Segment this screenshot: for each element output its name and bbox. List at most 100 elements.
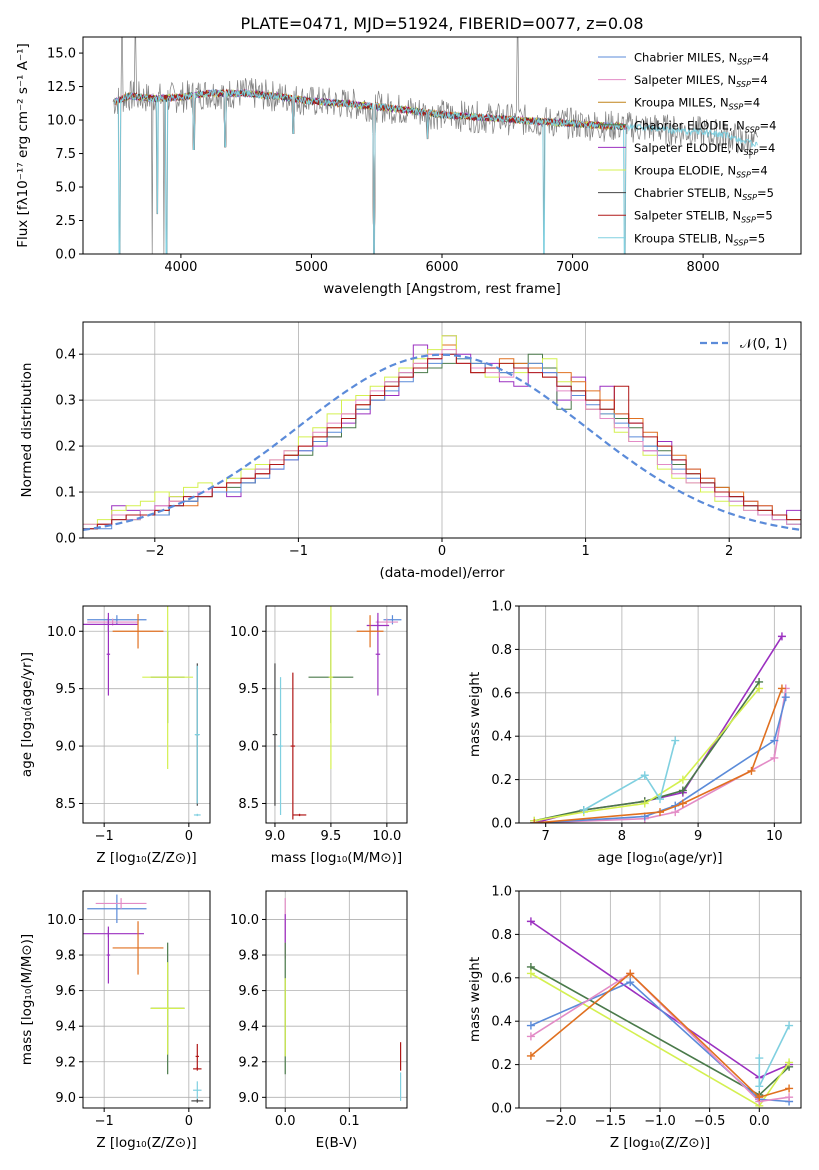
plus-marker: [755, 1093, 764, 1102]
y-tick-label: 10.0: [47, 625, 76, 640]
legend-text: Chabrier STELIB, N: [634, 186, 742, 200]
x-tick-label: −1: [95, 829, 114, 844]
plus-marker: [777, 684, 786, 693]
legend-subscript: SSP: [744, 148, 759, 157]
y-tick-label: 5.0: [55, 181, 76, 196]
histogram-series-salpeter_stelib: [83, 353, 801, 530]
y-tick-label: 10.0: [47, 114, 76, 129]
plus-marker: [526, 1051, 535, 1060]
line-series-orange: [530, 972, 790, 1099]
axes-age_vs_mass: 9.0 9.5 10.0 8.5 9.0 9.5 10.0 mass [log₁₀(M/M⊙)…: [230, 605, 408, 866]
legend-label: Chabrier ELODIE, NSSP=4: [634, 118, 776, 134]
plus-marker: [755, 1054, 764, 1063]
y-tick-label: 1.0: [491, 885, 512, 900]
legend-label: Chabrier STELIB, NSSP=5: [634, 186, 774, 202]
y-tick-label: 10.0: [230, 913, 259, 928]
y-tick-label: 9.8: [238, 949, 259, 964]
legend-label: Kroupa MILES, NSSP=4: [634, 96, 760, 112]
legend-text: Salpeter STELIB, N: [634, 209, 741, 223]
legend-tail: =4: [743, 96, 760, 110]
histogram-series-chabrier_elodie: [83, 353, 801, 530]
x-axis-label: E(B-V): [316, 1135, 358, 1151]
legend-tail: =4: [751, 73, 768, 87]
plot-area: [83, 894, 204, 1103]
axes-age_vs_Z: −1 0 8.5 9.0 9.5 10.0 Z [log₁₀(Z/Z⊙)] age [log₁…: [19, 605, 211, 866]
legend-subscript: SSP: [741, 216, 756, 225]
y-tick-label: 9.5: [238, 682, 259, 697]
line-series-kroupa_stelib: [758, 1025, 790, 1087]
legend-subscript: SSP: [742, 193, 757, 202]
plot-area: [526, 917, 794, 1108]
y-axis-label: mass [log₁₀(M/M⊙)]: [19, 934, 35, 1065]
y-tick-label: 8.5: [238, 797, 259, 812]
x-tick-label: 9: [694, 829, 702, 844]
x-tick-label: 1: [581, 544, 589, 559]
legend-tail: =5: [748, 231, 765, 245]
x-axis-label: age [log₁₀(age/yr)]: [597, 850, 722, 866]
legend-tail: =5: [756, 209, 773, 223]
x-tick-label: −1.0: [644, 1114, 676, 1129]
axes-frame-group: 9.0 9.5 10.0 8.5 9.0 9.5 10.0 mass [log₁₀(M/M⊙)…: [230, 605, 408, 866]
plus-marker: [785, 1093, 794, 1102]
x-tick-label: 10.0: [372, 829, 401, 844]
x-axis-label: wavelength [Angstrom, rest frame]: [323, 281, 561, 297]
plus-marker: [755, 684, 764, 693]
y-tick-label: 0.1: [55, 486, 76, 501]
plot-area: [284, 898, 402, 1101]
plus-marker: [526, 1021, 535, 1030]
x-tick-label: 0: [438, 544, 446, 559]
y-tick-label: 9.6: [55, 984, 76, 999]
plot-area: [272, 606, 402, 820]
plus-marker: [785, 1058, 794, 1067]
y-tick-label: 0.2: [55, 440, 76, 455]
y-tick-label: 9.5: [55, 682, 76, 697]
x-tick-label: −1: [95, 1114, 114, 1129]
y-tick-label: 9.4: [238, 1020, 259, 1035]
axes-frame: [265, 890, 408, 1109]
x-tick-label: 7000: [556, 260, 589, 275]
x-tick-label: 2: [725, 544, 733, 559]
y-tick-label: 0.2: [491, 773, 512, 788]
plus-marker: [526, 1032, 535, 1041]
x-tick-label: 9.5: [321, 829, 342, 844]
axes-frame: [265, 605, 408, 824]
x-axis-label: (data-model)/error: [379, 565, 505, 581]
y-tick-label: 0.0: [491, 817, 512, 832]
y-tick-label: 0.6: [491, 971, 512, 986]
legend-label: Salpeter ELODIE, NSSP=4: [634, 141, 775, 157]
model-spectrum-salpeter_stelib: [114, 89, 628, 254]
plot-area: [530, 632, 790, 823]
axes-frame-group: 7 8 9 10 0.0 0.2 0.4 0.6 0.8 1.0 age [log₁₀(age/yr…: [467, 600, 802, 866]
y-tick-label: 15.0: [47, 47, 76, 62]
legend-subscript: SSP: [745, 125, 760, 134]
plus-marker: [640, 799, 649, 808]
plus-marker: [781, 693, 790, 702]
legend-tail: =4: [752, 51, 769, 65]
x-axis-label: mass [log₁₀(M/M⊙)]: [271, 850, 402, 866]
x-tick-label: 0.1: [339, 1114, 360, 1129]
plus-marker: [530, 819, 539, 823]
axes-mass_vs_ebv: 0.0 0.1 9.0 9.2 9.4 9.6 9.8 10.0 E(B-V): [230, 890, 408, 1151]
legend-label: Chabrier MILES, NSSP=4: [634, 51, 769, 67]
y-tick-label: 0.4: [55, 348, 76, 363]
plus-marker: [770, 736, 779, 745]
y-axis-label: mass weight: [467, 957, 483, 1042]
x-axis-label: Z [log₁₀(Z/Z⊙)]: [96, 850, 196, 866]
y-tick-label: 0.8: [491, 928, 512, 943]
y-tick-label: 9.0: [55, 740, 76, 755]
x-tick-label: 4000: [164, 260, 197, 275]
axes-massweight_vs_Z: −2.0 −1.5 −1.0 −0.5 0.0 0.0 0.2 0.4 0.6 0.8 1.0 Z […: [467, 885, 802, 1151]
x-tick-label: 8000: [687, 260, 720, 275]
plus-marker: [626, 978, 635, 987]
line-series-chabrier_miles: [534, 696, 787, 823]
legend-label: Salpeter MILES, NSSP=4: [634, 73, 768, 89]
plot-area: [83, 606, 201, 817]
axes-frame-group: 0.0 0.1 9.0 9.2 9.4 9.6 9.8 10.0 E(B-V): [230, 890, 408, 1151]
plus-marker: [747, 766, 756, 775]
y-tick-label: 8.5: [55, 797, 76, 812]
axes-frame-group: −2.0 −1.5 −1.0 −0.5 0.0 0.0 0.2 0.4 0.6 0.8 1.0 Z […: [467, 885, 802, 1151]
legend-label: Kroupa ELODIE, NSSP=4: [634, 164, 768, 180]
y-tick-label: 12.5: [47, 80, 76, 95]
x-tick-label: 10: [766, 829, 783, 844]
